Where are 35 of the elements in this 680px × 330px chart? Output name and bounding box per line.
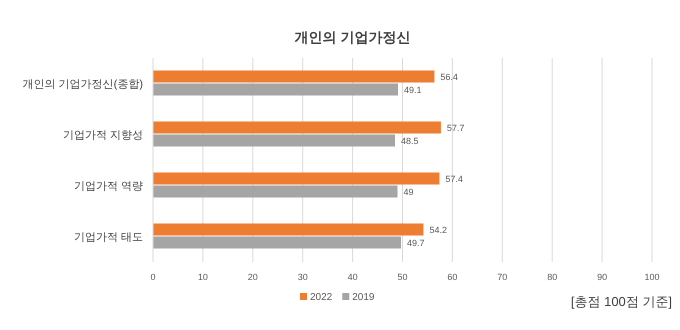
data-label: 49 — [404, 187, 414, 197]
data-label: 56.4 — [440, 72, 458, 82]
bar — [153, 186, 398, 198]
x-tick-label: 60 — [447, 272, 458, 282]
bar — [153, 134, 396, 146]
bar — [153, 172, 440, 184]
text: [총점 100점 기준] — [570, 294, 672, 309]
x-tick-label: 0 — [150, 272, 156, 282]
x-tick-label: 10 — [198, 272, 208, 282]
legend-label: 2019 — [352, 292, 375, 303]
y-tick-label: 개인의 기업가정신(종합) — [22, 78, 143, 90]
bar — [153, 236, 402, 248]
bar — [153, 122, 441, 134]
x-tick-label: 50 — [397, 272, 408, 282]
y-tick-label: 기업가적 역량 — [74, 180, 143, 192]
data-label: 57.4 — [445, 174, 463, 184]
data-label: 49.7 — [407, 238, 425, 248]
legend-label: 2022 — [310, 292, 333, 303]
data-label: 48.5 — [401, 136, 419, 146]
x-tick-label: 30 — [298, 272, 308, 282]
chart-title: 개인의 기업가정신 — [294, 29, 410, 45]
x-tick-label: 80 — [547, 272, 558, 282]
bar — [153, 224, 424, 236]
x-tick-label: 20 — [248, 272, 258, 282]
x-tick-label: 90 — [597, 272, 608, 282]
y-tick-label: 기업가적 태도 — [74, 232, 143, 244]
bar — [153, 70, 434, 82]
data-label: 49.1 — [404, 85, 422, 95]
x-tick-label: 70 — [497, 272, 508, 282]
y-tick-label: 기업가적 지향성 — [62, 130, 143, 142]
data-label: 54.2 — [429, 225, 447, 235]
data-label: 57.7 — [446, 123, 464, 133]
x-tick-label: 40 — [348, 272, 358, 282]
bar — [153, 84, 398, 96]
x-tick-label: 100 — [644, 272, 660, 282]
